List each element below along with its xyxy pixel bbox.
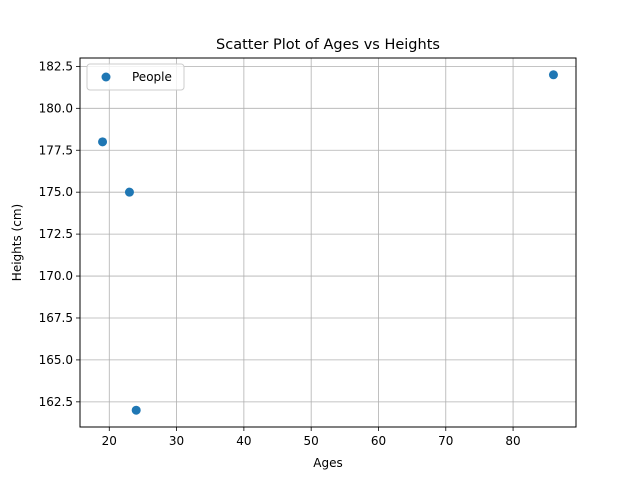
x-axis-label: Ages <box>313 456 342 470</box>
grid-lines <box>80 58 576 427</box>
legend-marker <box>101 72 111 82</box>
x-tick-label: 20 <box>102 434 117 448</box>
legend: People <box>86 63 185 91</box>
data-point <box>98 137 108 147</box>
x-tick-label: 60 <box>371 434 386 448</box>
axis-ticks: 20 30 40 50 60 70 80 162.5 165.0 167.5 170.0 172.5 1… <box>39 59 521 448</box>
y-tick-label: 177.5 <box>39 143 73 157</box>
legend-box <box>86 63 185 91</box>
y-tick-label: 180.0 <box>39 101 73 115</box>
plot-area-frame <box>79 57 577 428</box>
data-point <box>124 187 134 197</box>
y-axis-label: Heights (cm) <box>10 204 24 281</box>
y-tick-label: 165.0 <box>39 353 73 367</box>
y-tick-label: 170.0 <box>39 269 73 283</box>
legend-label-people: People <box>132 70 172 84</box>
x-tick-label: 50 <box>304 434 319 448</box>
x-tick-label: 70 <box>438 434 453 448</box>
y-tick-label: 172.5 <box>39 227 73 241</box>
y-tick-label: 162.5 <box>39 395 73 409</box>
data-points <box>98 70 558 415</box>
data-point <box>548 70 558 80</box>
x-tick-label: 30 <box>169 434 184 448</box>
x-tick-label: 40 <box>236 434 251 448</box>
y-tick-label: 175.0 <box>39 185 73 199</box>
data-point <box>131 405 141 415</box>
chart-title: Scatter Plot of Ages vs Heights <box>216 37 440 53</box>
y-tick-label: 182.5 <box>39 59 73 73</box>
y-tick-label: 167.5 <box>39 311 73 325</box>
x-tick-label: 80 <box>505 434 520 448</box>
